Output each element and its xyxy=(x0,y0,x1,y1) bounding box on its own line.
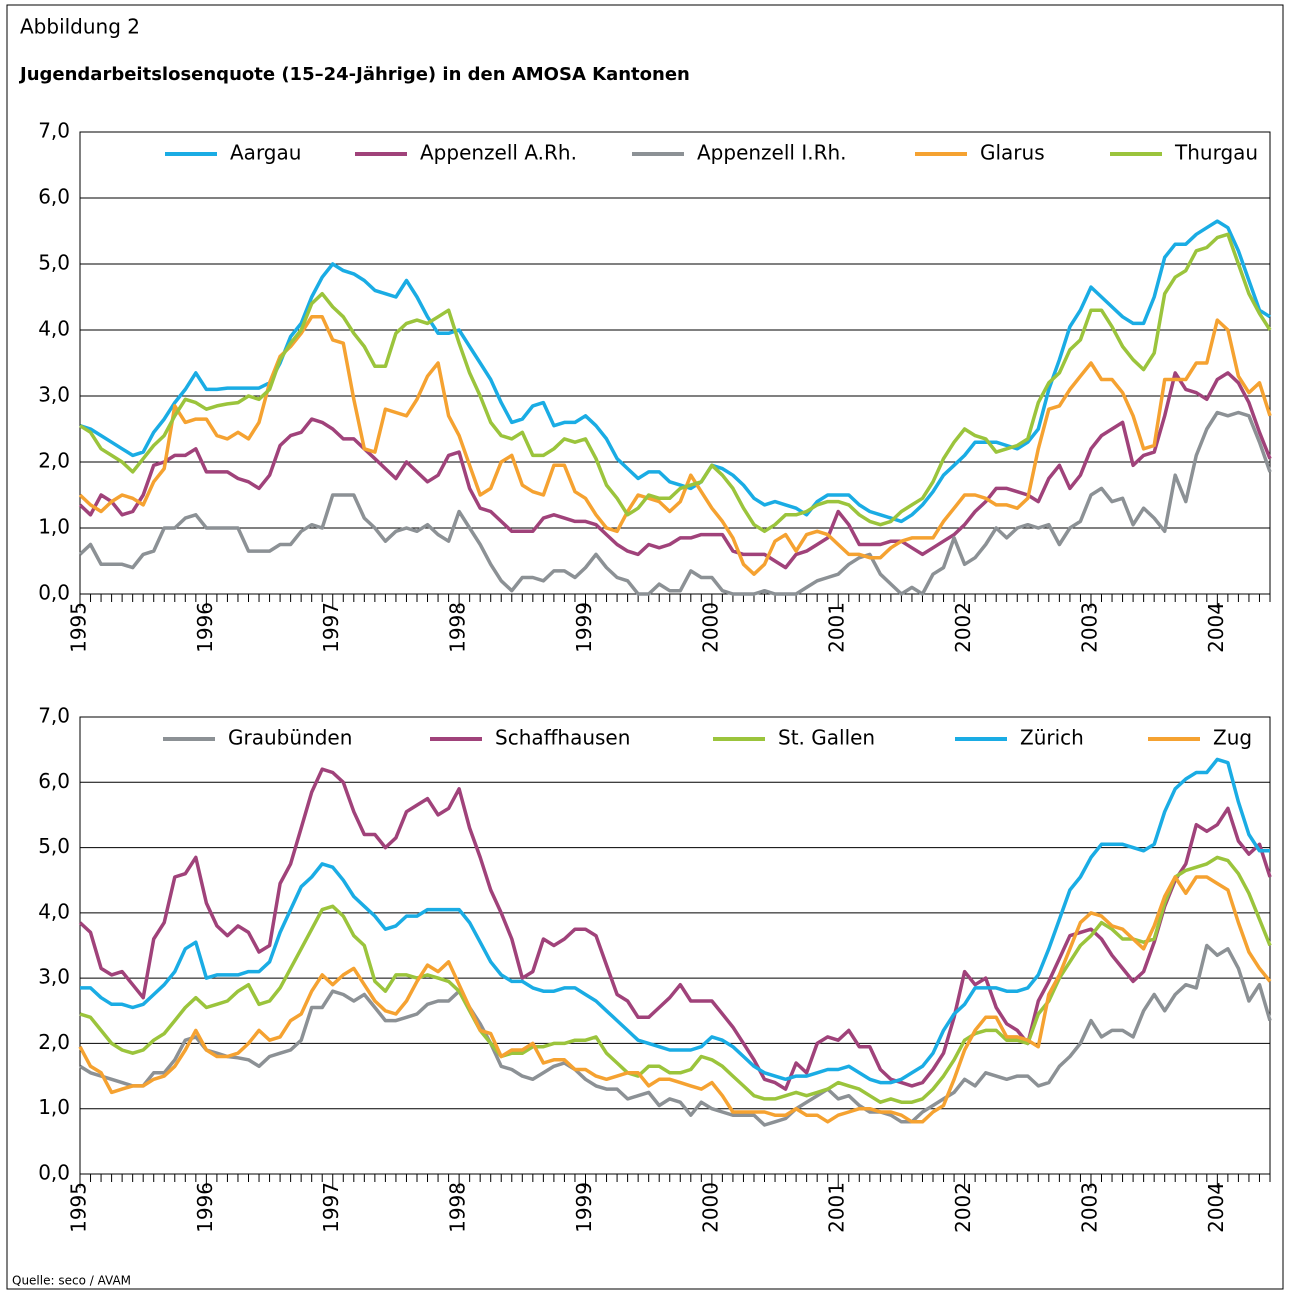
legend-label: Glarus xyxy=(980,141,1045,165)
x-tick-label: 2002 xyxy=(951,602,975,653)
series-line xyxy=(80,757,1270,1085)
y-tick-label: 7,0 xyxy=(38,119,70,143)
x-tick-label: 2001 xyxy=(825,602,849,653)
x-tick-label: 1998 xyxy=(446,1182,470,1233)
y-tick-label: 3,0 xyxy=(38,965,70,989)
y-tick-label: 6,0 xyxy=(38,769,70,793)
legend-label: Zug xyxy=(1213,726,1252,750)
x-tick-label: 2002 xyxy=(951,1182,975,1233)
legend-label: Appenzell I.Rh. xyxy=(697,141,847,165)
x-tick-label: 1996 xyxy=(193,602,217,653)
y-tick-label: 4,0 xyxy=(38,317,70,341)
x-tick-label: 1995 xyxy=(67,1182,91,1233)
x-tick-label: 2000 xyxy=(698,602,722,653)
x-tick-label: 1999 xyxy=(572,602,596,653)
series-line xyxy=(79,855,1272,1104)
x-tick-label: 1995 xyxy=(67,602,91,653)
y-tick-label: 1,0 xyxy=(38,1095,70,1119)
legend-label: Graubünden xyxy=(228,726,352,750)
series-line xyxy=(79,943,1272,1127)
x-tick-label: 1997 xyxy=(319,602,343,653)
x-tick-label: 2000 xyxy=(698,1182,722,1233)
y-tick-label: 4,0 xyxy=(38,899,70,923)
y-tick-label: 6,0 xyxy=(38,185,70,209)
legend-label: Thurgau xyxy=(1174,141,1258,165)
x-tick-label: 1999 xyxy=(572,1182,596,1233)
y-tick-label: 5,0 xyxy=(38,251,70,275)
x-tick-label: 2004 xyxy=(1204,1182,1228,1233)
series-line xyxy=(78,875,1272,1124)
x-tick-label: 1997 xyxy=(319,1182,343,1233)
legend-label: St. Gallen xyxy=(778,726,875,750)
y-tick-label: 5,0 xyxy=(38,834,70,858)
y-tick-label: 1,0 xyxy=(38,515,70,539)
plot-border xyxy=(79,131,1271,595)
legend-label: Schaffhausen xyxy=(495,726,630,750)
x-tick-label: 1996 xyxy=(193,1182,217,1233)
frame xyxy=(6,4,1284,1290)
x-tick-label: 2003 xyxy=(1077,602,1101,653)
figure-title: Jugendarbeitslosenquote (15–24-Jährige) … xyxy=(18,64,690,85)
figure-label: Abbildung 2 xyxy=(20,15,140,39)
legend-label: Aargau xyxy=(230,141,301,165)
series-line xyxy=(79,232,1272,534)
y-tick-label: 2,0 xyxy=(38,1030,70,1054)
y-tick-label: 2,0 xyxy=(38,449,70,473)
x-tick-label: 2003 xyxy=(1077,1182,1101,1233)
y-tick-label: 7,0 xyxy=(38,704,70,728)
x-tick-label: 2001 xyxy=(825,1182,849,1233)
series-line xyxy=(78,410,1272,596)
x-tick-label: 1998 xyxy=(446,602,470,653)
series-line xyxy=(78,371,1272,570)
legend-label: Appenzell A.Rh. xyxy=(420,141,577,165)
series-line xyxy=(78,767,1272,1091)
legend-label: Zürich xyxy=(1020,726,1084,750)
source: Quelle: seco / AVAM xyxy=(12,1274,131,1288)
x-tick-label: 2004 xyxy=(1204,602,1228,653)
y-tick-label: 0,0 xyxy=(38,1161,70,1185)
y-tick-label: 3,0 xyxy=(38,383,70,407)
y-tick-label: 0,0 xyxy=(38,581,70,605)
